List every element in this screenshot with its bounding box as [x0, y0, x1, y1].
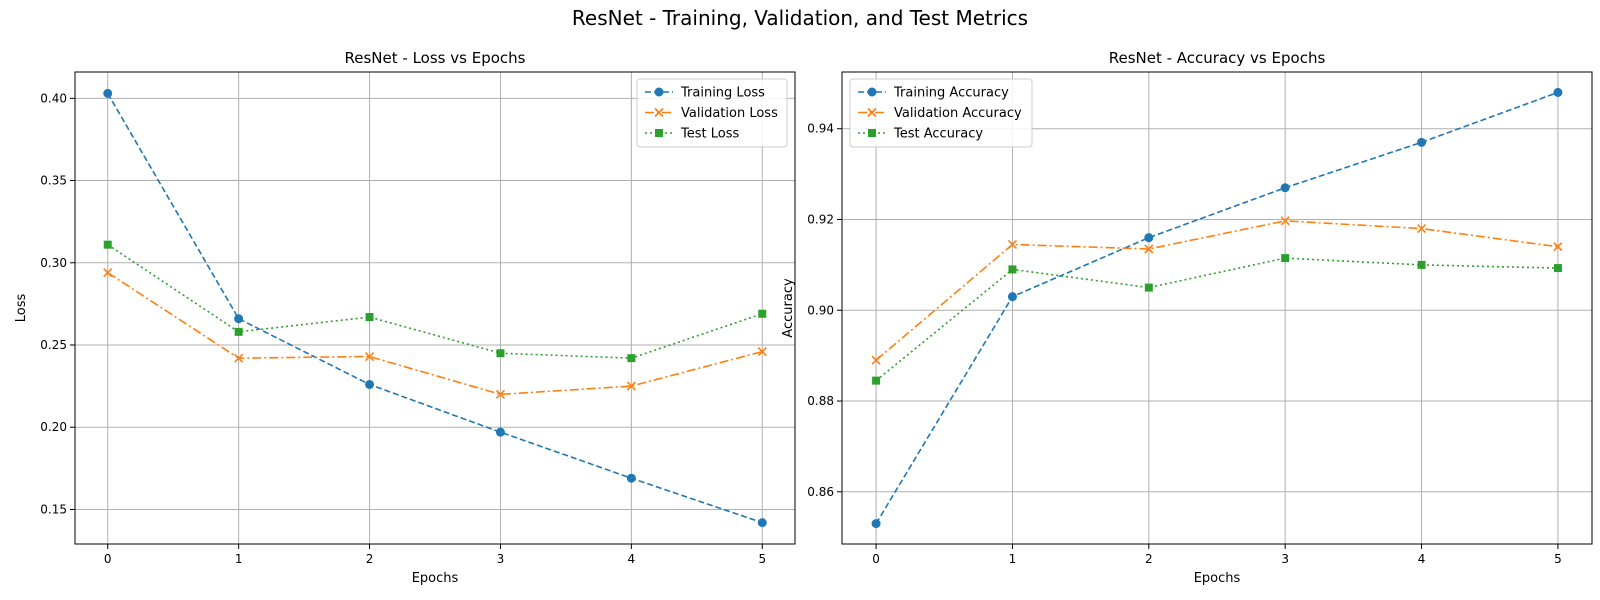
chart-title: ResNet - Loss vs Epochs: [345, 49, 526, 67]
legend: Training Loss Validation Loss Test Loss: [636, 78, 788, 148]
series-validation-loss: [103, 268, 767, 399]
data-point: [496, 349, 505, 358]
data-point: [1280, 216, 1290, 226]
x-tick-label: 3: [497, 552, 505, 566]
x-tick-label: 1: [235, 552, 243, 566]
legend-marker: [654, 107, 664, 118]
x-tick-label: 0: [104, 552, 112, 566]
y-tick-label: 0.92: [807, 213, 834, 227]
series-test-loss: [103, 240, 767, 363]
legend-label: Training Loss: [680, 86, 765, 101]
data-point: [627, 354, 636, 363]
series-line: [107, 244, 763, 359]
x-axis-label: Epochs: [412, 571, 459, 586]
data-point: [103, 88, 113, 98]
data-point: [1417, 260, 1426, 269]
y-tick-label: 0.88: [807, 394, 834, 408]
x-tick-label: 5: [758, 552, 766, 566]
data-point: [1553, 87, 1563, 97]
legend: Training Accuracy Validation Accuracy Test…: [849, 78, 1033, 148]
y-tick-label: 0.15: [40, 502, 67, 516]
y-tick-label: 0.40: [40, 91, 67, 105]
y-axis-label: Accuracy: [781, 278, 796, 338]
legend-label: Test Accuracy: [893, 127, 983, 142]
series-test-accuracy: [872, 254, 1562, 385]
data-point: [364, 351, 375, 362]
data-point: [872, 376, 881, 385]
legend-box: [849, 78, 1033, 148]
legend-label: Training Accuracy: [893, 86, 1009, 101]
x-tick-label: 1: [1009, 552, 1017, 566]
y-tick-label: 0.86: [807, 485, 834, 499]
axes-frame: [74, 71, 796, 545]
y-tick-label: 0.30: [40, 256, 67, 270]
data-point: [626, 381, 636, 391]
legend-label: Validation Loss: [681, 106, 778, 121]
data-point: [1553, 242, 1563, 252]
x-tick-label: 2: [366, 552, 374, 566]
x-axis-label: Epochs: [1194, 571, 1241, 586]
data-point: [1416, 224, 1427, 234]
y-tick-label: 0.90: [807, 303, 834, 317]
data-point: [495, 427, 505, 437]
series-line: [875, 257, 1558, 382]
grid: [75, 72, 795, 544]
y-tick-label: 0.25: [40, 338, 67, 352]
data-point: [871, 519, 881, 529]
x-tick-label: 0: [872, 552, 880, 566]
x-tick-label: 5: [1554, 552, 1562, 566]
x-tick-label: 4: [628, 552, 636, 566]
legend-box: [636, 78, 788, 148]
chart-title: ResNet - Accuracy vs Epochs: [1109, 49, 1326, 67]
legend-marker: [867, 107, 877, 118]
axes-frame: [841, 71, 1593, 545]
data-point: [1417, 137, 1427, 147]
legend-marker: [655, 129, 663, 137]
data-point: [365, 313, 374, 322]
series-line: [107, 92, 763, 524]
data-point: [365, 379, 375, 389]
data-point: [757, 518, 767, 528]
data-point: [1144, 233, 1154, 243]
figure-title: ResNet - Training, Validation, and Test …: [571, 6, 1029, 30]
legend-marker: [867, 87, 877, 97]
data-point: [758, 309, 767, 318]
data-point: [1281, 254, 1290, 263]
legend-marker: [654, 87, 664, 97]
y-tick-label: 0.94: [807, 122, 834, 136]
series-line: [875, 91, 1559, 524]
series-training-accuracy: [871, 87, 1563, 529]
data-point: [1553, 264, 1562, 273]
data-point: [1144, 283, 1153, 292]
x-tick-label: 3: [1281, 552, 1289, 566]
data-point: [871, 355, 881, 365]
x-tick-label: 2: [1145, 552, 1153, 566]
data-point: [234, 353, 244, 363]
data-point: [1144, 244, 1154, 254]
series-validation-accuracy: [871, 216, 1563, 365]
data-point: [234, 314, 244, 324]
series-line: [875, 220, 1559, 361]
legend-label: Test Loss: [680, 127, 739, 142]
data-point: [1007, 292, 1017, 302]
data-point: [103, 268, 113, 278]
data-point: [103, 240, 112, 249]
legend-marker: [868, 129, 876, 137]
data-point: [626, 473, 636, 483]
y-axis-label: Loss: [14, 294, 29, 323]
series-training-loss: [103, 88, 767, 528]
data-point: [234, 327, 243, 336]
data-point: [1280, 183, 1290, 193]
data-point: [757, 347, 767, 357]
data-point: [1008, 265, 1017, 274]
data-point: [1007, 239, 1018, 250]
x-tick-label: 4: [1418, 552, 1426, 566]
y-tick-label: 0.20: [40, 420, 67, 434]
y-tick-label: 0.35: [40, 174, 67, 188]
data-point: [495, 389, 506, 399]
legend-label: Validation Accuracy: [894, 106, 1022, 121]
